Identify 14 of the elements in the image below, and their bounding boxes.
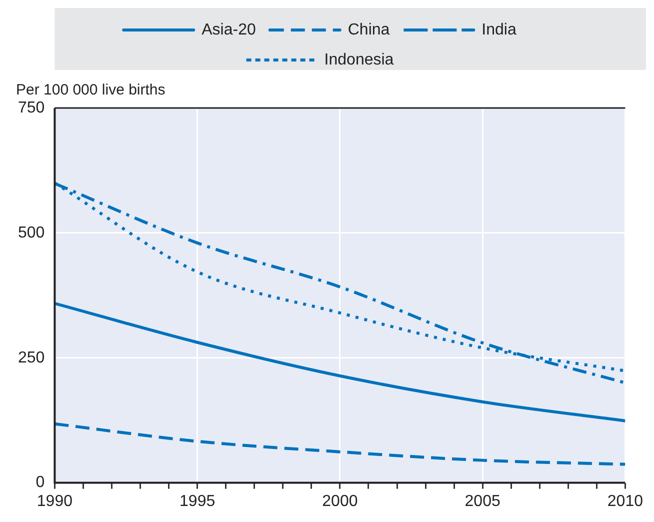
y-axis-title: Per 100 000 live births: [16, 82, 166, 99]
y-tick-label: 250: [18, 349, 45, 366]
x-tick-label: 2000: [322, 492, 358, 510]
y-tick-label: 500: [18, 224, 45, 242]
legend-label: Indonesia: [324, 51, 394, 68]
legend-label: China: [348, 21, 390, 38]
x-tick-label: 1990: [36, 492, 73, 510]
legend-label: Asia-20: [202, 21, 256, 38]
x-tick-label: 2010: [607, 492, 644, 510]
y-tick-label: 0: [36, 474, 45, 492]
x-tick-label: 2005: [464, 492, 500, 510]
x-tick-label: 1995: [180, 492, 216, 510]
y-tick-label: 750: [18, 99, 45, 116]
legend-label: India: [482, 21, 516, 38]
